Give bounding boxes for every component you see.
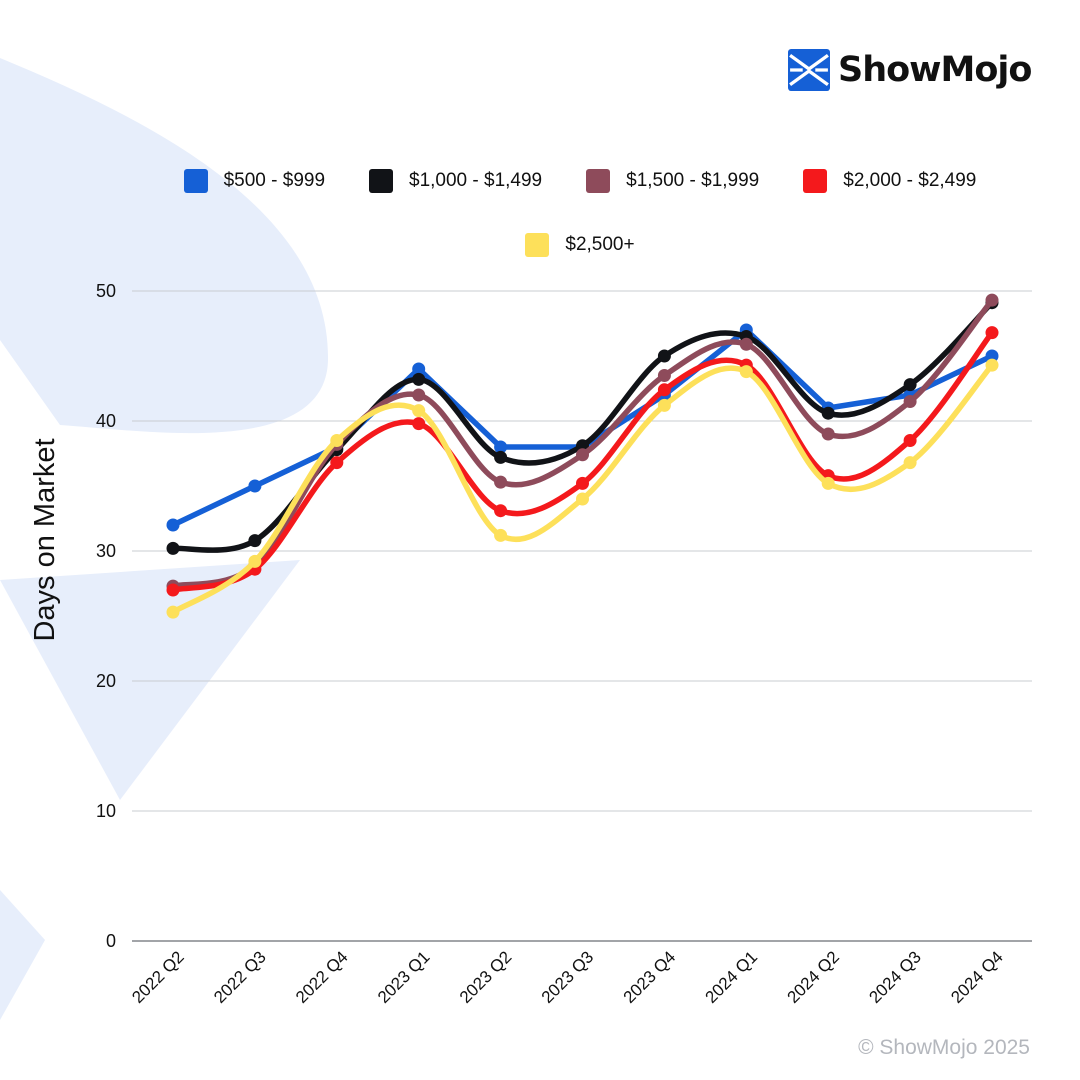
legend-item: $2,500+ <box>525 232 635 258</box>
x-tick-label: 2023 Q2 <box>456 947 516 1007</box>
y-tick-label: 0 <box>106 931 116 951</box>
data-point <box>821 476 835 490</box>
data-point <box>985 293 999 307</box>
legend-label: $500 - $999 <box>223 170 326 191</box>
y-axis-title: Days on Market <box>29 438 61 641</box>
data-point <box>739 365 753 379</box>
x-tick-label: 2024 Q2 <box>783 947 843 1007</box>
legend-item: $1,500 - $1,999 <box>586 168 759 194</box>
data-point <box>903 434 917 447</box>
showmojo-logo-icon <box>788 49 830 91</box>
data-point <box>494 475 508 489</box>
data-point <box>330 434 344 447</box>
y-tick-label: 20 <box>96 671 116 691</box>
x-tick-label: 2024 Q4 <box>947 947 1007 1007</box>
data-point <box>166 518 180 532</box>
y-tick-label: 40 <box>96 411 116 431</box>
x-tick-label: 2022 Q2 <box>128 947 188 1007</box>
legend-label: $1,000 - $1,499 <box>409 170 543 191</box>
x-tick-label: 2024 Q3 <box>865 947 925 1007</box>
x-tick-label: 2023 Q4 <box>620 947 680 1007</box>
background-wedge-shape <box>0 560 300 800</box>
legend-label: $1,500 - $1,999 <box>626 170 760 191</box>
data-point <box>412 362 426 376</box>
legend-label: $2,000 - $2,499 <box>843 170 977 191</box>
legend-label: $2,500+ <box>565 234 635 255</box>
legend-swatch <box>183 169 208 193</box>
data-point <box>248 534 262 548</box>
y-tick-label: 30 <box>96 541 116 561</box>
data-point <box>821 427 835 441</box>
chart-legend: $500 - $999 $1,000 - $1,499 $1,500 - $1,99… <box>120 168 1040 258</box>
legend-swatch <box>369 169 394 193</box>
brand-name: ShowMojo <box>838 50 1032 90</box>
background-corner-shape <box>0 890 45 1020</box>
data-point <box>412 388 426 402</box>
data-point <box>985 358 999 372</box>
data-point <box>576 476 589 490</box>
data-point <box>494 440 508 454</box>
data-point <box>657 398 671 412</box>
data-point <box>576 492 589 506</box>
legend-swatch <box>525 233 550 257</box>
data-point <box>739 337 753 351</box>
data-point <box>657 369 671 382</box>
background-arc-shape <box>0 58 329 434</box>
copyright-text: © ShowMojo 2025 <box>858 1036 1030 1059</box>
x-tick-label: 2023 Q3 <box>538 947 598 1007</box>
data-point <box>412 417 426 431</box>
data-point <box>903 378 917 392</box>
legend-item: $2,000 - $2,499 <box>803 168 976 194</box>
data-point <box>412 404 426 418</box>
x-tick-label: 2024 Q1 <box>702 947 762 1007</box>
legend-item: $500 - $999 <box>183 168 326 194</box>
y-tick-label: 10 <box>96 801 116 821</box>
data-point <box>903 456 917 470</box>
data-point <box>821 406 835 420</box>
data-point <box>166 605 180 619</box>
data-point <box>903 395 917 408</box>
y-tick-label: 50 <box>96 281 116 301</box>
x-tick-label: 2023 Q1 <box>374 947 434 1007</box>
data-point <box>330 456 344 470</box>
brand-logo: ShowMojo <box>788 48 1032 92</box>
data-point <box>576 439 589 453</box>
legend-swatch <box>803 169 828 193</box>
data-point <box>494 450 508 464</box>
data-point <box>248 554 262 568</box>
data-point <box>166 583 180 597</box>
data-point <box>166 541 180 555</box>
x-tick-label: 2022 Q4 <box>292 947 352 1007</box>
x-tick-label: 2022 Q3 <box>210 947 270 1007</box>
data-point <box>657 383 671 397</box>
data-point <box>494 504 508 518</box>
data-point <box>657 349 671 363</box>
data-point <box>576 448 589 462</box>
data-point <box>248 479 262 493</box>
data-point <box>412 372 426 386</box>
data-point <box>985 349 999 363</box>
data-point <box>494 528 508 542</box>
legend-swatch <box>586 169 611 193</box>
data-point <box>985 326 999 340</box>
legend-item: $1,000 - $1,499 <box>369 168 542 194</box>
